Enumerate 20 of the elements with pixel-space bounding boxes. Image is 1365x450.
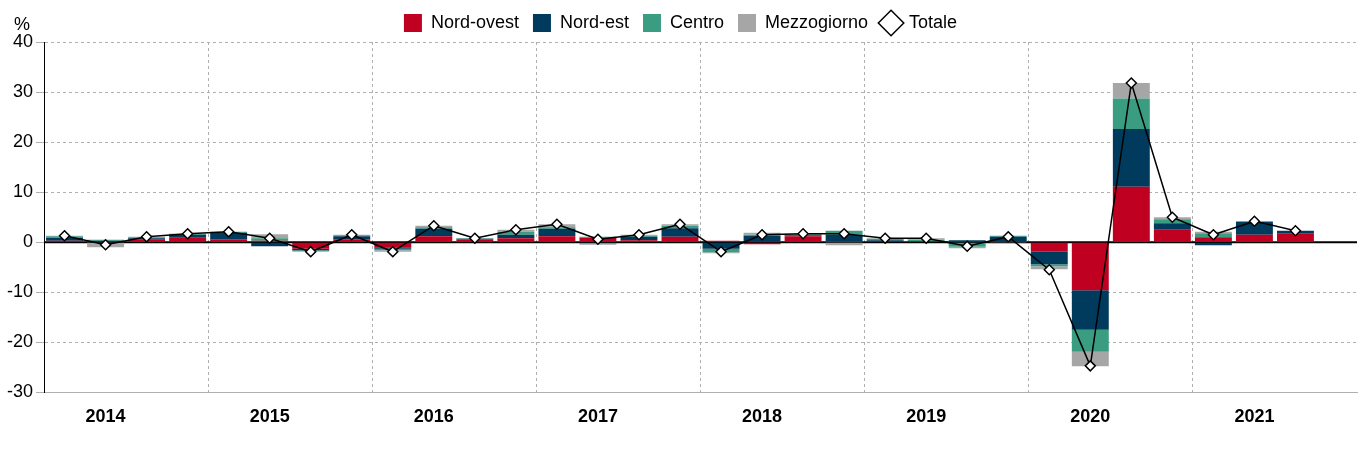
legend-label: Nord-est <box>559 11 629 32</box>
x-tick-label: 2016 <box>413 406 454 427</box>
x-tick-label: 2015 <box>249 406 290 427</box>
legend-label: Mezzogiorno <box>765 11 869 32</box>
y-tick-label: 30 <box>12 81 34 102</box>
legend-label: Centro <box>669 11 724 32</box>
x-tick-label: 2019 <box>906 406 947 427</box>
legend-label: Nord-ovest <box>430 11 519 32</box>
x-tick-label: 2014 <box>85 406 126 427</box>
y-tick-label: -20 <box>7 331 34 352</box>
x-tick-label: 2018 <box>742 406 783 427</box>
x-tick-label: 2021 <box>1234 406 1275 427</box>
y-tick-label: -30 <box>7 381 34 402</box>
legend-label: Totale <box>909 11 958 32</box>
y-tick-label: 20 <box>12 131 34 152</box>
y-tick-label: 10 <box>12 181 34 202</box>
x-tick-label: 2017 <box>577 406 618 427</box>
x-tick-label: 2020 <box>1070 406 1111 427</box>
y-tick-label: 0 <box>23 231 34 252</box>
y-tick-label: -10 <box>7 281 34 302</box>
